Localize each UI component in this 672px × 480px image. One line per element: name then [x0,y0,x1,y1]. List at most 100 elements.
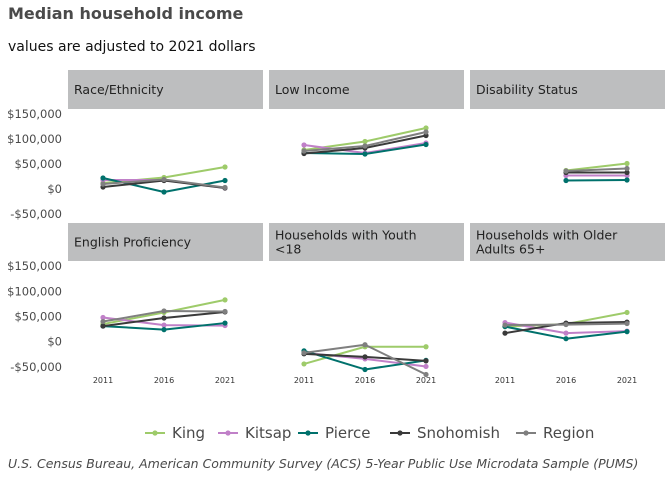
legend-swatch [390,430,410,436]
facet-strip-label: Households with Youth [275,228,417,243]
legend-swatch [145,430,165,436]
data-point [161,322,167,328]
data-point [362,143,368,149]
y-tick-label: $100,000 [7,284,62,298]
y-tick-label: $0 [47,182,62,196]
legend-label: King [172,424,206,442]
legend-label: Snohomish [417,424,500,442]
data-point [222,297,228,303]
data-point [222,320,228,326]
data-point [362,151,368,157]
data-point [563,330,569,336]
x-tick-label: 2021 [416,376,436,385]
y-tick-label: $100,000 [7,132,62,146]
facet-strip-label: Race/Ethnicity [74,82,164,97]
data-point [502,322,508,328]
x-tick-label: 2011 [93,376,113,385]
data-point [100,175,106,181]
legend-label: Kitsap [245,424,292,442]
facet-strip-label: <18 [275,242,301,257]
chart-title: Median household income [8,4,244,23]
chart-subtitle: values are adjusted to 2021 dollars [8,39,256,55]
facet-strip [68,70,263,109]
data-point [423,363,429,370]
data-point [624,177,630,183]
data-point [161,308,167,314]
facet-strip [269,223,464,261]
data-point [301,361,307,367]
series-line [565,162,628,172]
x-tick-label: 2016 [556,376,576,385]
facet-strip [68,223,263,261]
data-point [423,358,429,364]
data-point [222,184,228,191]
data-point [100,181,106,187]
data-point [161,315,167,321]
data-point [423,344,429,350]
data-point [624,160,630,167]
facet-strip [470,70,665,109]
data-point [100,318,106,325]
facet-strip-label: Disability Status [476,82,578,97]
facet-strip [470,223,665,261]
data-point [100,314,106,321]
data-point [301,142,307,148]
legend-swatch [516,430,536,436]
legend-label: Region [543,424,595,442]
series-line [565,167,628,172]
facet-strip-label: English Proficiency [74,235,192,250]
source-caption: U.S. Census Bureau, American Community S… [8,456,639,471]
data-point [423,371,429,378]
y-tick-label: $150,000 [7,259,62,273]
facet-strip-label: Low Income [275,82,350,97]
facet-panel: Households with Youth<18 2011 2016 2021 [269,223,464,385]
x-tick-label: 2021 [215,376,235,385]
facet-panel: Race/Ethnicity -$50,000 $0 $50,000 $100,000 $… [7,70,263,221]
x-tick-label: 2021 [617,376,637,385]
facet-strip-label: Households with Older [476,228,618,243]
data-point [624,329,630,335]
facet-panel: Disability Status [470,70,665,184]
data-point [624,169,630,176]
y-tick-label: -$50,000 [10,360,62,374]
data-point [362,354,368,360]
data-point [563,336,569,342]
data-point [624,320,630,327]
x-tick-label: 2016 [154,376,174,385]
y-tick-label: $150,000 [7,107,62,121]
facet-strip [269,70,464,109]
data-point [222,177,228,184]
y-tick-label: -$50,000 [10,207,62,221]
legend-label: Pierce [325,424,371,442]
data-point [301,148,307,154]
data-point [563,321,569,328]
x-tick-label: 2011 [294,376,314,385]
x-tick-label: 2016 [355,376,375,385]
data-point [624,165,630,172]
y-tick-label: $50,000 [14,157,62,171]
data-point [222,308,228,315]
data-point [502,330,508,336]
y-tick-label: $50,000 [14,310,62,324]
data-point [624,309,630,316]
data-point [362,366,368,373]
data-point [161,176,167,183]
y-tick-label: $0 [47,335,62,349]
data-point [362,342,368,348]
data-point [161,189,167,195]
data-point [563,177,569,184]
data-point [161,327,167,333]
data-point [423,125,429,131]
data-point [362,138,368,145]
facet-panel: English Proficiency -$50,000 $0 $50,000 $100… [7,223,263,385]
data-point [423,141,429,148]
series-line [565,179,628,182]
data-point [222,164,228,170]
data-point [563,168,569,174]
legend-swatch [218,430,238,436]
data-point [423,129,429,135]
legend-swatch [298,430,318,436]
facet-panel: Low Income [269,70,464,157]
